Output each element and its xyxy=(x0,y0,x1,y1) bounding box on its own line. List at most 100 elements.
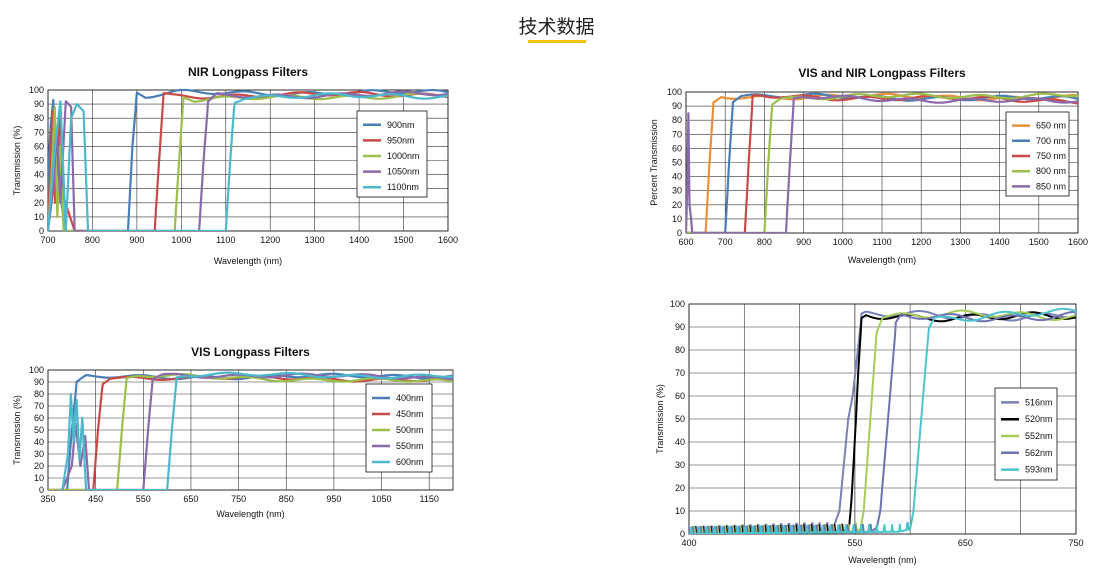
chart-visnir: VIS and NIR Longpass Filters 0 10 20 30 40 50 6… xyxy=(649,66,1088,265)
chart-title: VIS Longpass Filters xyxy=(191,345,310,359)
chart-nir: NIR Longpass Filters 0 10 20 30 40 50 60 70 80 90 1… xyxy=(12,65,458,266)
series-group xyxy=(689,307,1076,534)
y-tick-label: 60 xyxy=(34,141,44,151)
legend-label-562nm: 562nm xyxy=(1025,448,1053,458)
x-tick-label: 1600 xyxy=(1068,237,1088,247)
legend-label-600nm: 600nm xyxy=(396,457,424,467)
y-tick-label: 40 xyxy=(675,437,685,447)
legend-label-800-nm: 800 nm xyxy=(1036,166,1066,176)
legend-label-552nm: 552nm xyxy=(1025,431,1053,441)
y-tick-label: 100 xyxy=(29,365,44,375)
y-tick-label: 60 xyxy=(675,391,685,401)
y-tick-label: 70 xyxy=(34,401,44,411)
y-tick-label: 30 xyxy=(672,186,682,196)
series-line-900nm xyxy=(48,88,448,231)
x-tick-label: 700 xyxy=(718,237,733,247)
x-tick-label: 1000 xyxy=(171,235,191,245)
x-tick-label: 1000 xyxy=(833,237,853,247)
y-tick-label: 10 xyxy=(672,214,682,224)
y-tick-label: 50 xyxy=(34,425,44,435)
y-tick-label: 0 xyxy=(39,485,44,495)
y-tick-label: 80 xyxy=(675,345,685,355)
legend: 650 nm 700 nm 750 nm 800 nm 850 nm xyxy=(1005,111,1070,197)
legend-label-850-nm: 850 nm xyxy=(1036,181,1066,191)
x-tick-label: 850 xyxy=(279,494,294,504)
y-axis-label: Transmission (%) xyxy=(12,126,22,196)
legend-label-1100nm: 1100nm xyxy=(387,182,419,192)
x-tick-label: 1500 xyxy=(1029,237,1049,247)
legend-label-516nm: 516nm xyxy=(1025,397,1053,407)
x-axis-label: Wavelength (nm) xyxy=(216,509,284,519)
chart-vis: VIS Longpass Filters 0 10 20 30 40 50 60 70 80 90 1… xyxy=(12,345,454,519)
series-group xyxy=(48,88,448,231)
x-tick-label: 900 xyxy=(129,235,144,245)
x-tick-label: 1100 xyxy=(872,237,891,247)
series-line-1100nm xyxy=(48,92,448,231)
plot-frame xyxy=(47,369,454,491)
page-title: 技术数据 xyxy=(518,16,595,38)
legend-label-900nm: 900nm xyxy=(387,120,415,130)
y-tick-label: 90 xyxy=(675,322,685,332)
y-tick-label: 90 xyxy=(34,377,44,387)
x-tick-label: 1100 xyxy=(216,235,235,245)
legend-label-1050nm: 1050nm xyxy=(387,167,420,177)
y-tick-label: 30 xyxy=(34,449,44,459)
x-tick-label: 650 xyxy=(958,538,973,548)
plot-frame xyxy=(688,303,1077,535)
x-tick-label: 1600 xyxy=(438,235,458,245)
y-tick-label: 10 xyxy=(675,506,685,516)
y-axis-label: Transmission (%) xyxy=(655,384,665,454)
y-tick-label: 100 xyxy=(670,299,685,309)
chart-narrow: 0 10 20 30 40 50 60 70 80 90 100 400 550 650 750 Wavele… xyxy=(655,299,1084,565)
series-group xyxy=(686,92,1078,233)
x-tick-label: 1400 xyxy=(990,237,1010,247)
y-tick-label: 40 xyxy=(672,172,682,182)
legend-label-550nm: 550nm xyxy=(396,441,424,451)
y-tick-label: 20 xyxy=(34,461,44,471)
legend: 516nm 520nm 552nm 562nm 593nm xyxy=(994,387,1058,481)
legend-label-750-nm: 750 nm xyxy=(1036,151,1066,161)
y-tick-label: 40 xyxy=(34,170,44,180)
x-tick-label: 350 xyxy=(40,494,55,504)
y-tick-label: 70 xyxy=(672,129,682,139)
x-tick-label: 1400 xyxy=(349,235,369,245)
y-tick-label: 60 xyxy=(34,413,44,423)
x-axis-label: Wavelength (nm) xyxy=(848,555,916,565)
x-axis-label: Wavelength (nm) xyxy=(214,256,282,266)
y-tick-label: 20 xyxy=(672,200,682,210)
series-group xyxy=(48,371,453,490)
y-tick-label: 10 xyxy=(34,473,44,483)
x-tick-label: 1300 xyxy=(950,237,970,247)
y-tick-label: 100 xyxy=(29,85,44,95)
x-tick-label: 900 xyxy=(796,237,811,247)
y-axis-label: Transmission (%) xyxy=(12,395,22,465)
x-tick-label: 1500 xyxy=(394,235,414,245)
y-tick-label: 10 xyxy=(34,212,44,222)
x-tick-label: 1200 xyxy=(260,235,280,245)
x-tick-label: 550 xyxy=(136,494,151,504)
y-tick-label: 20 xyxy=(675,483,685,493)
legend-label-500nm: 500nm xyxy=(396,425,424,435)
y-tick-label: 30 xyxy=(34,184,44,194)
y-tick-label: 80 xyxy=(34,389,44,399)
y-tick-label: 0 xyxy=(680,529,685,539)
legend-label-950nm: 950nm xyxy=(387,135,415,145)
y-tick-label: 70 xyxy=(34,127,44,137)
plot-frame xyxy=(685,91,1079,234)
y-tick-label: 70 xyxy=(675,368,685,378)
legend-label-650-nm: 650 nm xyxy=(1036,121,1066,131)
chart-title: VIS and NIR Longpass Filters xyxy=(798,66,966,80)
y-tick-label: 90 xyxy=(672,101,682,111)
series-line-600nm xyxy=(61,371,453,490)
x-tick-label: 800 xyxy=(85,235,100,245)
series-line-800-nm xyxy=(686,92,1078,233)
x-tick-label: 1150 xyxy=(419,494,438,504)
series-line-850-nm xyxy=(686,94,1078,233)
x-tick-label: 400 xyxy=(681,538,696,548)
x-tick-label: 650 xyxy=(183,494,198,504)
x-tick-label: 550 xyxy=(847,538,862,548)
chart-title: NIR Longpass Filters xyxy=(188,65,308,79)
y-tick-label: 0 xyxy=(677,228,682,238)
legend-label-520nm: 520nm xyxy=(1025,414,1053,424)
x-tick-label: 750 xyxy=(231,494,246,504)
